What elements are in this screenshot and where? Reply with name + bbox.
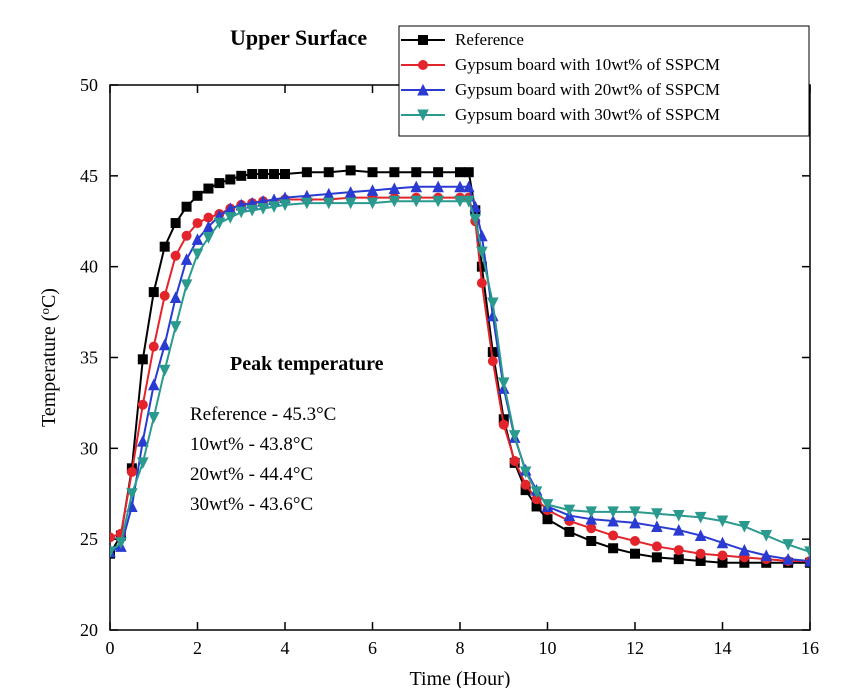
x-tick-label: 0 (106, 638, 115, 658)
x-tick-label: 8 (456, 638, 465, 658)
legend-label: Gypsum board with 10wt% of SSPCM (455, 55, 720, 74)
legend: Reference Gypsum board with 10wt% of SSPC… (399, 26, 809, 136)
x-tick-label: 2 (193, 638, 202, 658)
legend-label: Reference (455, 30, 524, 49)
annotation-line: 20wt% - 44.4°C (190, 464, 313, 485)
legend-label: Gypsum board with 20wt% of SSPCM (455, 80, 720, 99)
x-tick-label: 14 (714, 638, 732, 658)
legend-label: Gypsum board with 30wt% of SSPCM (455, 105, 720, 124)
annotation-header: Peak temperature (230, 353, 384, 375)
x-tick-label: 12 (626, 638, 644, 658)
y-tick-label: 30 (80, 438, 98, 458)
chart-title: Upper Surface (230, 25, 367, 50)
x-axis-label: Time (Hour) (410, 668, 511, 688)
y-tick-label: 25 (80, 529, 98, 549)
y-tick-label: 45 (80, 166, 98, 186)
y-axis-label: Temperature (oC) (37, 288, 60, 427)
annotation-line: 10wt% - 43.8°C (190, 434, 313, 455)
y-tick-label: 35 (80, 348, 98, 368)
y-tick-label: 50 (80, 75, 98, 95)
x-tick-label: 16 (801, 638, 819, 658)
x-tick-label: 10 (539, 638, 557, 658)
temperature-chart: 0 2 4 6 8 10 12 14 16 20 25 30 35 40 45 50 Time (Hour) Te… (0, 0, 847, 688)
y-tick-label: 20 (80, 620, 98, 640)
x-tick-label: 6 (368, 638, 377, 658)
y-tick-label: 40 (80, 257, 98, 277)
annotation-line: 30wt% - 43.6°C (190, 494, 313, 515)
annotation-line: Reference - 45.3°C (190, 404, 336, 425)
x-tick-label: 4 (281, 638, 290, 658)
